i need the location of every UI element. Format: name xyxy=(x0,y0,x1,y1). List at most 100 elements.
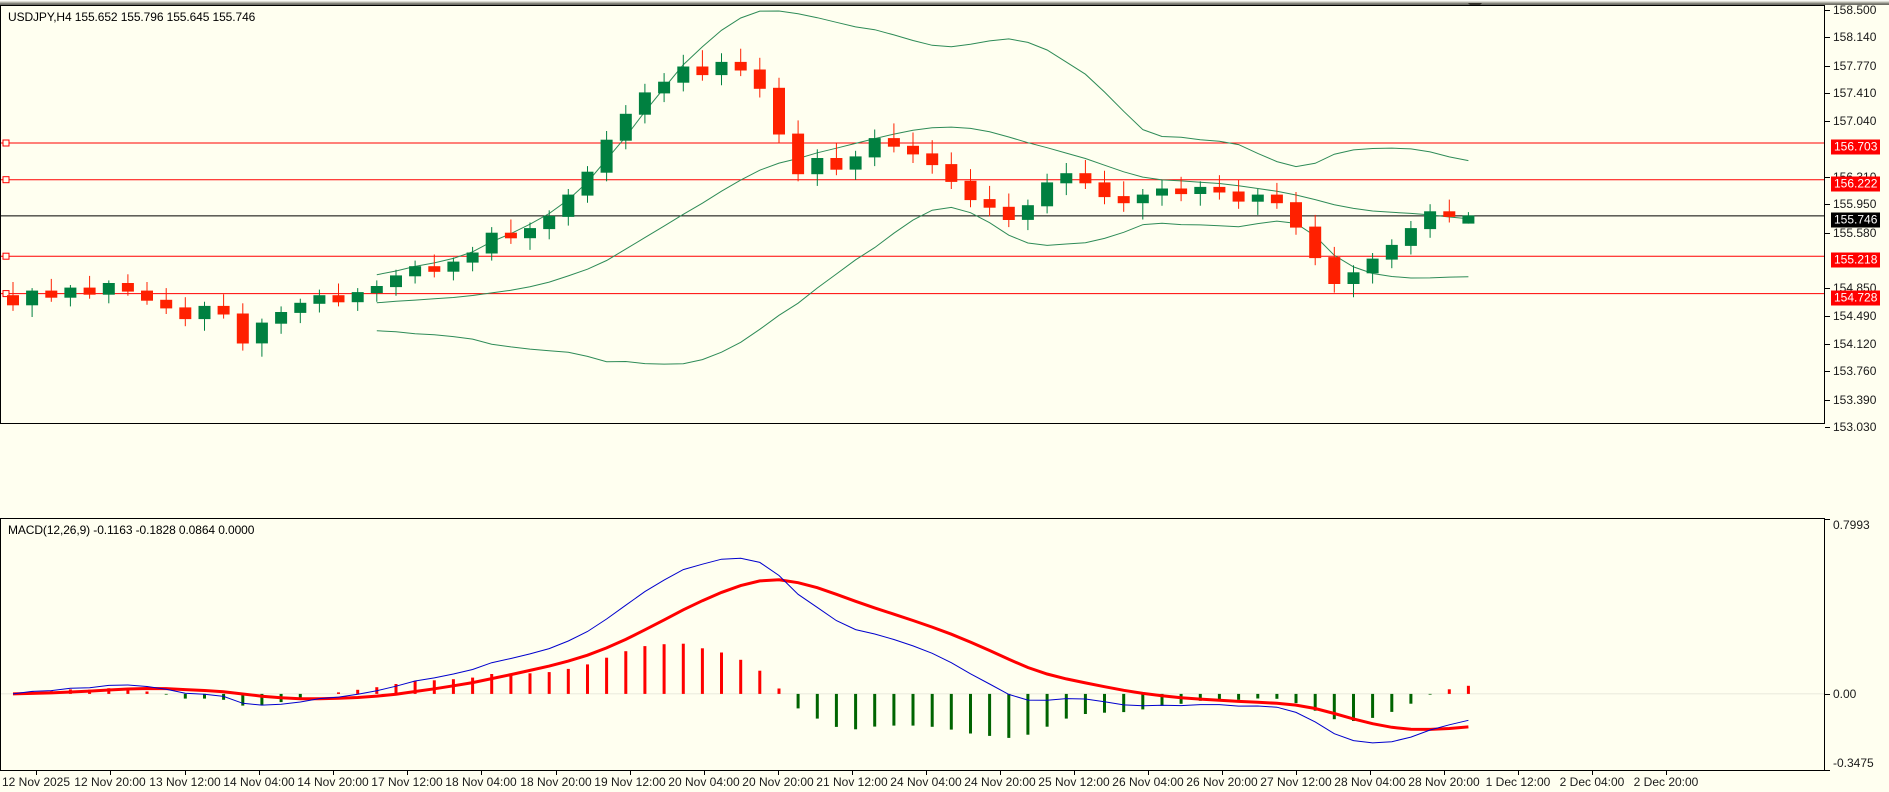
candlestick[interactable] xyxy=(581,166,594,203)
candlestick[interactable] xyxy=(83,275,96,299)
candlestick[interactable] xyxy=(1270,182,1283,209)
candlestick[interactable] xyxy=(275,306,288,334)
candlestick[interactable] xyxy=(1117,181,1130,212)
candlestick[interactable] xyxy=(1156,179,1168,206)
candlestick[interactable] xyxy=(658,73,671,103)
candlestick[interactable] xyxy=(7,282,19,311)
candlestick[interactable] xyxy=(198,301,211,331)
macd-chart-canvas[interactable] xyxy=(1,519,1824,770)
candlestick[interactable] xyxy=(313,289,326,313)
time-axis[interactable]: 12 Nov 2025 12 Nov 20:00 13 Nov 12:00 14 No… xyxy=(0,771,1889,792)
price-axis[interactable]: 158.500158.140157.770157.410157.040156.3… xyxy=(1825,3,1889,434)
candlestick[interactable] xyxy=(45,278,58,302)
candlestick[interactable] xyxy=(217,294,230,319)
candlestick[interactable] xyxy=(1309,214,1322,266)
price-level-handle[interactable] xyxy=(2,176,10,184)
candlestick[interactable] xyxy=(351,288,364,311)
candlestick[interactable] xyxy=(1136,189,1149,220)
candlestick[interactable] xyxy=(447,257,460,281)
candle-body xyxy=(849,156,862,170)
candlestick[interactable] xyxy=(26,288,39,317)
candlestick[interactable] xyxy=(562,189,575,226)
candlestick[interactable] xyxy=(926,140,939,174)
candlestick[interactable] xyxy=(811,149,824,186)
time-axis-label: 27 Nov 12:00 xyxy=(1260,775,1332,789)
candlestick[interactable] xyxy=(677,54,690,92)
candlestick[interactable] xyxy=(485,227,498,261)
macd-axis-label: -0.3475 xyxy=(1833,756,1874,770)
candlestick[interactable] xyxy=(1079,160,1092,189)
candlestick[interactable] xyxy=(409,260,422,284)
candlestick[interactable] xyxy=(332,283,345,307)
price-level-badge[interactable]: 156.703 xyxy=(1831,139,1881,155)
candlestick[interactable] xyxy=(543,210,556,240)
candlestick[interactable] xyxy=(1232,179,1245,209)
candlestick[interactable] xyxy=(1328,246,1341,293)
price-level-badge[interactable]: 155.218 xyxy=(1831,252,1881,268)
price-level-handle[interactable] xyxy=(2,139,10,147)
candlestick[interactable] xyxy=(1290,192,1302,235)
macd-indicator-panel[interactable]: MACD(12,26,9) -0.1163 -0.1828 0.0864 0.0… xyxy=(0,518,1825,771)
candlestick[interactable] xyxy=(504,219,517,244)
candlestick[interactable] xyxy=(1366,253,1379,284)
candlestick[interactable] xyxy=(121,274,134,296)
candlestick[interactable] xyxy=(179,297,192,327)
candlestick[interactable] xyxy=(160,288,173,314)
price-level-handle[interactable] xyxy=(2,290,10,298)
candlestick[interactable] xyxy=(638,83,651,124)
candlestick[interactable] xyxy=(887,123,900,153)
candlestick[interactable] xyxy=(1462,212,1475,224)
candlestick[interactable] xyxy=(1021,199,1034,231)
candlestick[interactable] xyxy=(64,285,77,307)
candlestick[interactable] xyxy=(792,120,805,182)
candlestick[interactable] xyxy=(1424,204,1437,238)
price-chart-panel[interactable]: USDJPY,H4 155.652 155.796 155.645 155.74… xyxy=(0,5,1825,424)
candlestick[interactable] xyxy=(1251,189,1264,215)
price-level-badge[interactable]: 156.222 xyxy=(1831,176,1881,192)
price-level-badge[interactable]: 154.728 xyxy=(1831,290,1881,306)
candlestick[interactable] xyxy=(1194,181,1207,206)
candlestick[interactable] xyxy=(734,48,747,77)
candlestick[interactable] xyxy=(390,269,402,296)
candlestick[interactable] xyxy=(1098,170,1111,205)
candlestick[interactable] xyxy=(868,129,881,167)
candlestick[interactable] xyxy=(600,131,613,182)
price-chart-canvas[interactable] xyxy=(1,6,1824,423)
candlestick[interactable] xyxy=(294,298,307,324)
candlestick[interactable] xyxy=(696,50,709,81)
candlestick[interactable] xyxy=(466,246,479,272)
candlestick[interactable] xyxy=(428,254,441,278)
candlestick[interactable] xyxy=(773,77,785,144)
candlestick[interactable] xyxy=(619,105,632,150)
candlestick[interactable] xyxy=(907,132,919,164)
candlestick[interactable] xyxy=(1347,265,1360,298)
candlestick[interactable] xyxy=(1060,163,1073,196)
candlestick[interactable] xyxy=(715,53,728,86)
candlestick[interactable] xyxy=(983,185,996,217)
candlestick[interactable] xyxy=(753,57,766,98)
candlestick[interactable] xyxy=(236,303,249,351)
current-price-badge[interactable]: 155.746 xyxy=(1831,212,1881,228)
candlestick[interactable] xyxy=(370,280,383,302)
candlestick[interactable] xyxy=(141,282,153,305)
candlestick[interactable] xyxy=(1002,193,1015,228)
time-axis-label: 26 Nov 04:00 xyxy=(1112,775,1184,789)
candlestick[interactable] xyxy=(1041,173,1054,214)
candlestick[interactable] xyxy=(945,152,958,189)
candlestick[interactable] xyxy=(1213,175,1226,200)
candlestick[interactable] xyxy=(1443,199,1456,223)
candlestick[interactable] xyxy=(255,318,268,357)
candle-body xyxy=(409,266,422,277)
candlestick[interactable] xyxy=(964,169,977,208)
candle-body xyxy=(45,290,58,298)
candlestick[interactable] xyxy=(102,280,115,304)
candlestick[interactable] xyxy=(524,222,536,250)
macd-axis[interactable]: 0.7993 0.00 -0.3475 xyxy=(1825,518,1889,771)
candlestick[interactable] xyxy=(1385,239,1398,269)
candlestick[interactable] xyxy=(830,143,843,176)
candlestick[interactable] xyxy=(849,150,862,180)
candlestick[interactable] xyxy=(1175,176,1188,202)
price-level-handle[interactable] xyxy=(2,252,10,260)
window-top-strip[interactable] xyxy=(0,0,1889,5)
candlestick[interactable] xyxy=(1404,221,1417,255)
